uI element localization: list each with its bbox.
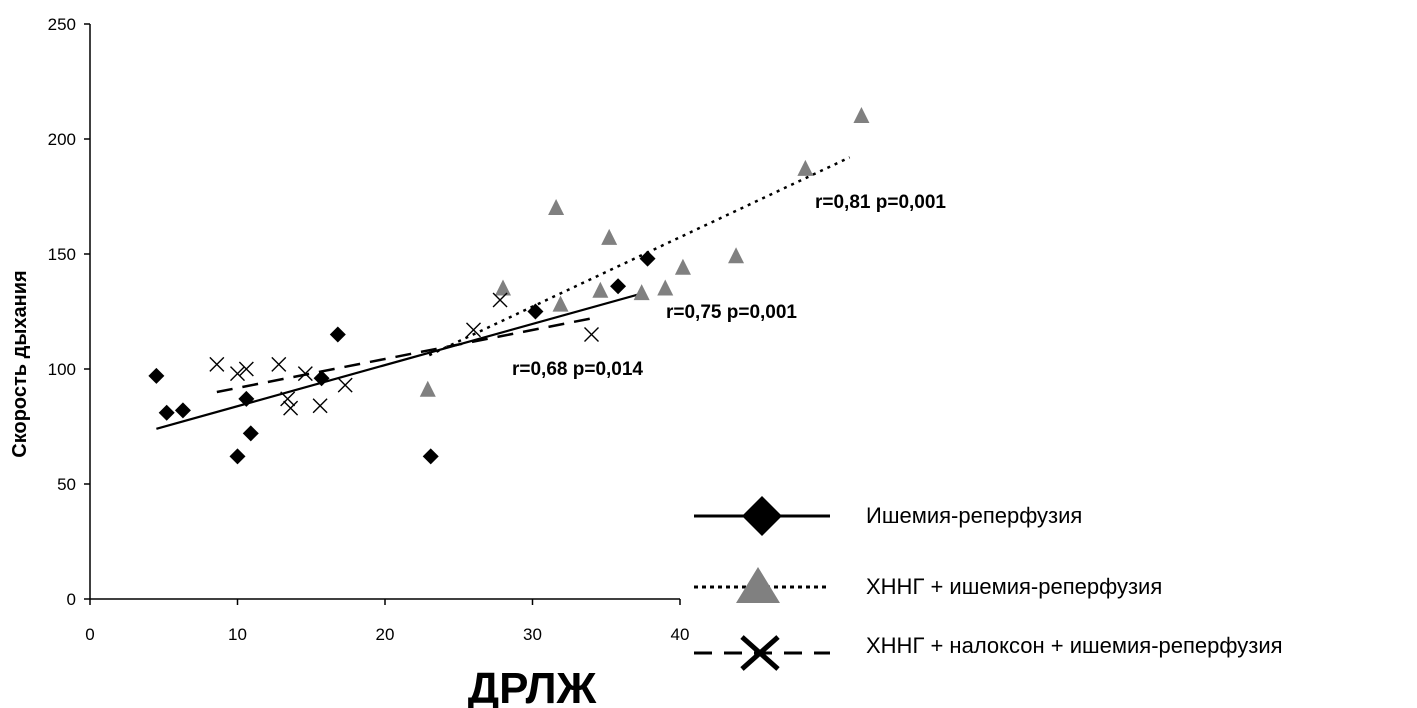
data-point-triangle [633, 284, 650, 301]
y-tick-label: 200 [48, 130, 76, 149]
data-point-triangle [548, 199, 565, 215]
data-point-triangle [674, 258, 691, 275]
x-axis-label: ДРЛЖ [468, 664, 597, 708]
legend-label-series-1: Ишемия-реперфузия [866, 503, 1082, 528]
legend: Ишемия-реперфузия ХННГ + ишемия-реперфуз… [694, 496, 1283, 671]
trend-lines [156, 156, 851, 430]
data-point-x [466, 322, 481, 338]
data-point-triangle [728, 247, 745, 264]
trend-line-series-2 [428, 156, 851, 357]
data-point-triangle [419, 380, 436, 397]
y-tick-label: 0 [67, 590, 76, 609]
legend-item-series-1: Ишемия-реперфузия [694, 496, 1082, 536]
data-point-diamond [238, 390, 255, 407]
data-point-x [337, 377, 353, 393]
data-point-triangle [601, 228, 618, 245]
data-point-x [492, 292, 508, 308]
data-point-diamond [148, 367, 165, 384]
x-tick-label: 20 [376, 625, 395, 644]
annotation-series-1: r=0,75 p=0,001 [666, 302, 797, 323]
data-point-diamond [527, 303, 544, 320]
data-point-triangle [657, 279, 674, 296]
data-point-x [584, 327, 599, 342]
data-point-x [280, 391, 296, 407]
annotation-series-2: r=0,81 p=0,001 [815, 192, 946, 213]
data-point-x [297, 366, 313, 382]
data-point-x [230, 366, 245, 382]
trend-line-series-3 [216, 317, 592, 394]
diamond-icon [742, 496, 782, 536]
data-points [148, 107, 870, 465]
data-point-diamond [422, 448, 439, 465]
data-point-x [312, 398, 328, 414]
y-tick-label: 50 [57, 475, 76, 494]
data-point-diamond [229, 448, 246, 465]
y-ticks: 0 50 100 150 200 250 [48, 15, 90, 609]
x-tick-label: 0 [85, 625, 94, 644]
trend-line-series-1 [156, 292, 644, 430]
x-ticks: 0 10 20 30 40 [85, 599, 689, 644]
data-point-triangle [797, 159, 814, 176]
x-tick-label: 40 [671, 625, 690, 644]
annotation-series-3: r=0,68 p=0,014 [512, 359, 643, 380]
y-tick-label: 150 [48, 245, 76, 264]
data-point-triangle [552, 295, 569, 312]
data-point-diamond [242, 425, 259, 442]
legend-item-series-2: ХННГ + ишемия-реперфузия [694, 567, 1162, 603]
data-point-triangle [592, 281, 609, 298]
legend-item-series-3: ХННГ + налоксон + ишемия-реперфузия [694, 633, 1283, 671]
legend-label-series-3: ХННГ + налоксон + ишемия-реперфузия [866, 633, 1283, 658]
data-point-diamond [329, 326, 346, 343]
data-point-triangle [495, 279, 511, 296]
data-point-x [238, 361, 254, 377]
x-tick-label: 10 [228, 625, 247, 644]
data-point-diamond [174, 402, 191, 419]
y-axis-label: Скорость дыхания [9, 270, 31, 457]
triangle-icon [736, 567, 780, 603]
data-point-x [283, 400, 299, 416]
data-point-triangle [853, 107, 870, 123]
data-point-x [271, 356, 287, 372]
data-point-diamond [158, 404, 175, 421]
data-point-diamond [639, 250, 656, 267]
data-point-x [209, 356, 225, 372]
x-tick-label: 30 [523, 625, 542, 644]
data-point-diamond [610, 278, 627, 295]
data-point-diamond [313, 370, 330, 387]
x-marker-icon [740, 635, 780, 671]
y-tick-label: 100 [48, 360, 76, 379]
legend-label-series-2: ХННГ + ишемия-реперфузия [866, 574, 1162, 599]
y-tick-label: 250 [48, 15, 76, 34]
